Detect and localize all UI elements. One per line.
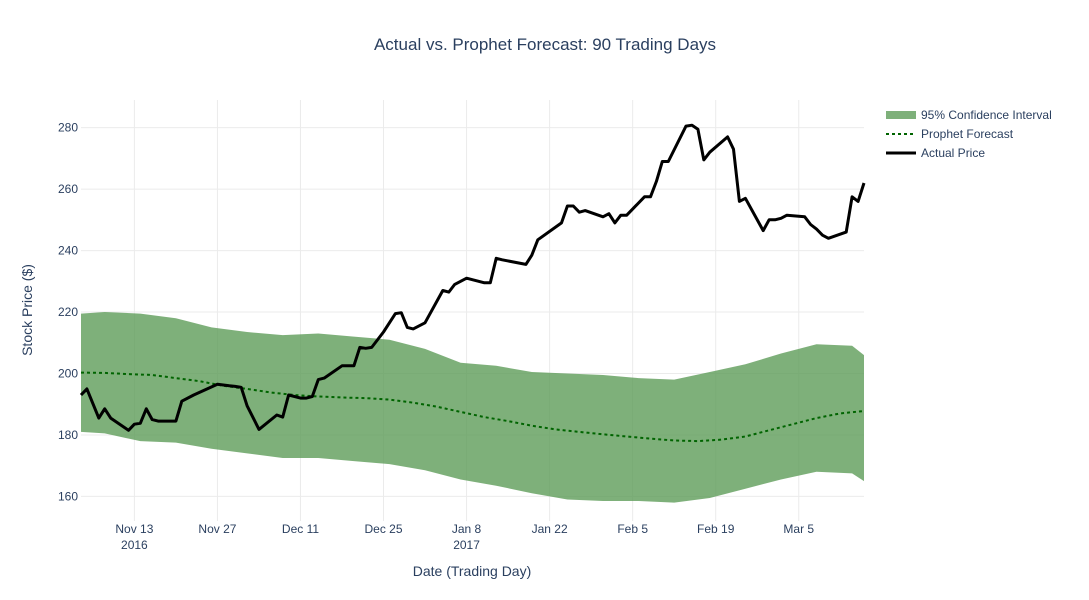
x-tick-year-label: 2016 bbox=[121, 538, 148, 552]
x-tick-label: Feb 19 bbox=[697, 522, 735, 536]
y-tick-label: 180 bbox=[58, 428, 78, 442]
x-tick-label: Jan 22 bbox=[532, 522, 568, 536]
x-tick-label: Dec 25 bbox=[365, 522, 403, 536]
y-axis-title: Stock Price ($) bbox=[19, 264, 35, 356]
y-tick-label: 280 bbox=[58, 121, 78, 135]
x-tick-label: Feb 5 bbox=[617, 522, 648, 536]
y-tick-label: 220 bbox=[58, 305, 78, 319]
chart-title: Actual vs. Prophet Forecast: 90 Trading … bbox=[374, 35, 716, 54]
legend-swatch-band bbox=[886, 111, 916, 119]
legend-label: 95% Confidence Interval bbox=[921, 108, 1052, 122]
x-axis-title: Date (Trading Day) bbox=[413, 563, 532, 579]
confidence-band bbox=[81, 312, 864, 503]
x-tick-label: Dec 11 bbox=[282, 522, 319, 536]
y-tick-label: 240 bbox=[58, 244, 78, 258]
legend-label: Prophet Forecast bbox=[921, 127, 1014, 141]
y-tick-label: 160 bbox=[58, 489, 78, 503]
y-axis-ticks: 160 180 200 220 240 260 280 bbox=[58, 121, 78, 504]
x-tick-label: Mar 5 bbox=[783, 522, 814, 536]
x-tick-label: Nov 27 bbox=[198, 522, 236, 536]
legend-label: Actual Price bbox=[921, 146, 985, 160]
x-axis-ticks: Nov 13 2016 Nov 27 Dec 11 Dec 25 Jan 8 2017 Jan… bbox=[115, 522, 814, 552]
series-layer bbox=[79, 123, 866, 503]
y-tick-label: 260 bbox=[58, 182, 78, 196]
actual-price-line bbox=[79, 123, 866, 432]
y-tick-label: 200 bbox=[58, 366, 78, 380]
legend: 95% Confidence Interval Prophet Forecast A… bbox=[886, 108, 1052, 160]
x-tick-label: Jan 8 bbox=[452, 522, 482, 536]
x-tick-year-label: 2017 bbox=[453, 538, 480, 552]
x-tick-label: Nov 13 bbox=[115, 522, 153, 536]
